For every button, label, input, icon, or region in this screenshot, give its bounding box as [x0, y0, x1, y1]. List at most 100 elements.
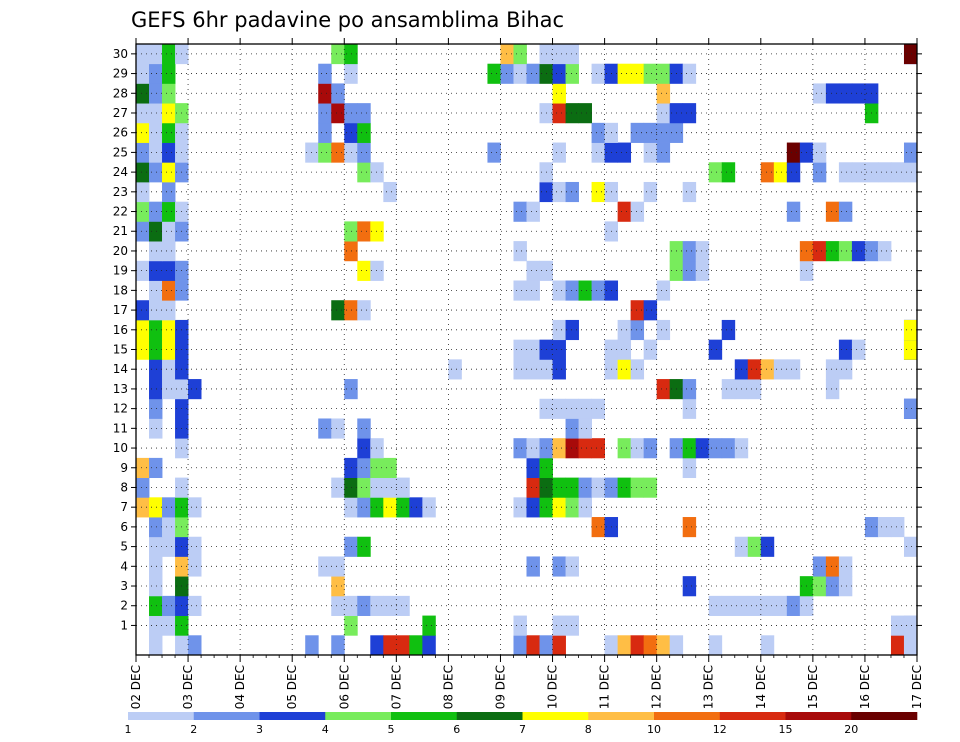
heatmap-cell — [903, 398, 918, 419]
heatmap-cell — [149, 260, 163, 281]
heatmap-cell — [630, 63, 645, 84]
legend-swatch — [785, 712, 852, 720]
heatmap-cell — [149, 536, 163, 557]
heatmap-cell — [838, 162, 853, 183]
heatmap-cell — [149, 280, 163, 301]
heatmap-cell — [682, 260, 697, 281]
heatmap-cell — [552, 398, 566, 419]
heatmap-cell — [136, 300, 150, 321]
heatmap-cell — [747, 379, 762, 400]
y-tick-label: 15 — [113, 343, 128, 357]
heatmap-cell — [591, 517, 605, 538]
heatmap-cell — [331, 418, 345, 439]
heatmap-cell — [903, 339, 918, 360]
heatmap-cell — [513, 339, 527, 360]
heatmap-cell — [422, 497, 436, 518]
heatmap-cell — [708, 635, 723, 656]
heatmap-cell — [149, 556, 163, 577]
heatmap-cell — [552, 438, 566, 459]
heatmap-cell — [149, 398, 163, 419]
heatmap-cell — [565, 497, 579, 518]
y-tick-label: 29 — [113, 67, 128, 81]
y-tick-label: 2 — [120, 599, 128, 613]
heatmap-cell — [890, 162, 905, 183]
x-tick-label: 12 DEC — [650, 665, 664, 709]
heatmap-cell — [526, 497, 540, 518]
legend-swatch — [456, 712, 523, 720]
legend-label: 20 — [844, 723, 858, 736]
heatmap-cell — [344, 122, 358, 143]
heatmap-cell — [344, 536, 358, 557]
heatmap-cell — [370, 260, 384, 281]
y-axis: 1234567891011121314151617181920212223242… — [113, 47, 922, 632]
y-tick-label: 7 — [120, 500, 128, 514]
heatmap-cell — [162, 142, 176, 163]
heatmap-cell — [149, 595, 163, 616]
heatmap-cell — [682, 379, 697, 400]
heatmap-cell — [149, 103, 163, 124]
heatmap-cell — [617, 201, 632, 222]
heatmap-cell — [773, 162, 788, 183]
legend-swatch — [391, 712, 458, 720]
y-tick-label: 27 — [113, 106, 128, 120]
heatmap-cell — [357, 477, 371, 498]
heatmap-cell — [344, 477, 358, 498]
heatmap-cell — [149, 615, 163, 636]
heatmap-cell — [552, 359, 566, 380]
heatmap-cell — [825, 201, 840, 222]
heatmap-cell — [851, 162, 866, 183]
x-tick-label: 02 DEC — [129, 665, 143, 709]
heatmap-cell — [695, 241, 710, 262]
heatmap-cell — [357, 497, 371, 518]
y-tick-label: 5 — [120, 540, 128, 554]
heatmap-cell — [188, 379, 202, 400]
heatmap-cell — [331, 44, 345, 65]
heatmap-cell — [396, 477, 410, 498]
heatmap-cell — [162, 162, 176, 183]
heatmap-cell — [786, 359, 801, 380]
heatmap-cell — [136, 319, 150, 341]
heatmap-cell — [617, 635, 632, 656]
heatmap-cell — [591, 438, 605, 459]
heatmap-cell — [552, 83, 566, 104]
legend: 1 2 3 4 5 6 7 8 10 12 15 20 — [125, 712, 918, 736]
heatmap-cell — [318, 83, 332, 104]
heatmap-cell — [305, 635, 319, 656]
heatmap-cell — [812, 241, 827, 262]
heatmap-cell — [786, 595, 801, 616]
heatmap-cell — [149, 319, 163, 341]
heatmap-cell — [630, 122, 645, 143]
heatmap-cell — [617, 339, 632, 360]
x-tick-label: 15 DEC — [806, 665, 820, 709]
heatmap-cell — [578, 280, 592, 301]
heatmap-cell — [357, 438, 371, 459]
heatmap-cell — [565, 44, 579, 65]
heatmap-cell — [162, 181, 176, 203]
heatmap-cell — [721, 595, 736, 616]
heatmap-cell — [838, 201, 853, 222]
heatmap-cell — [513, 44, 527, 65]
heatmap-cell — [682, 398, 697, 419]
heatmap-cell — [643, 300, 658, 321]
grid-lines — [136, 44, 917, 655]
heatmap-cell — [318, 103, 332, 124]
heatmap-cell — [760, 536, 775, 557]
heatmap-cell — [578, 103, 592, 124]
heatmap-cell — [682, 576, 697, 597]
x-tick-label: 11 DEC — [598, 665, 612, 709]
heatmap-cell — [357, 418, 371, 439]
heatmap-cell — [825, 576, 840, 597]
heatmap-cell — [162, 201, 176, 222]
heatmap-cell — [513, 201, 527, 222]
heatmap-cell — [370, 221, 384, 242]
heatmap-cell — [825, 359, 840, 380]
heatmap-cell — [656, 83, 671, 104]
heatmap-cell — [136, 181, 150, 203]
x-tick-label: 14 DEC — [754, 665, 768, 709]
heatmap-cell — [591, 122, 605, 143]
heatmap-cell — [136, 122, 150, 143]
heatmap-cell — [526, 63, 540, 84]
x-axis: 02 DEC 03 DEC 04 DEC 05 DEC 06 DEC 07 DEC 08 D… — [129, 38, 924, 709]
heatmap-cell — [552, 181, 566, 203]
heatmap-cell — [643, 122, 658, 143]
